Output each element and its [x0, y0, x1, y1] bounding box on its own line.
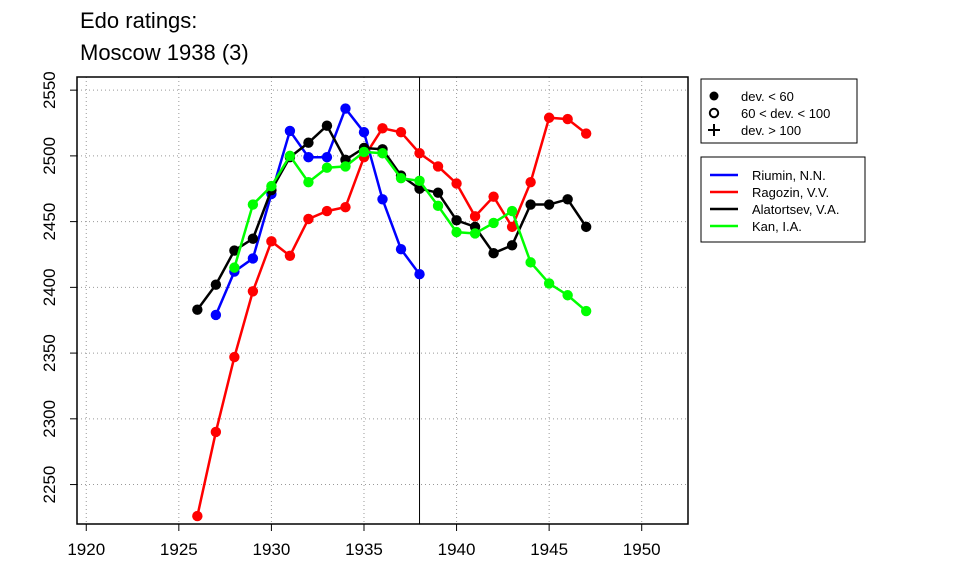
data-point	[451, 215, 462, 226]
data-point	[395, 127, 407, 138]
data-point	[506, 221, 518, 233]
data-point	[303, 213, 314, 225]
data-point	[303, 137, 314, 148]
data-point	[525, 199, 536, 210]
x-tick-label: 1945	[530, 540, 568, 559]
y-tick-label: 2250	[40, 466, 59, 504]
data-point	[340, 201, 351, 213]
y-tick-label: 2400	[40, 268, 59, 306]
series-legend-label: Kan, I.A.	[752, 219, 802, 234]
data-point	[377, 194, 388, 205]
data-point	[266, 236, 277, 247]
data-point	[247, 253, 259, 264]
x-tick-label: 1940	[438, 540, 476, 559]
plot-frame	[76, 76, 689, 525]
y-tick-label: 2500	[40, 137, 59, 175]
data-point	[395, 173, 407, 184]
marker-legend-label: 60 < dev. < 100	[741, 106, 830, 121]
data-point	[321, 162, 333, 173]
data-point	[358, 127, 370, 138]
data-point	[543, 278, 555, 289]
data-point	[543, 112, 555, 123]
data-point	[580, 221, 592, 233]
data-point	[210, 426, 222, 438]
data-point	[247, 233, 259, 244]
data-point	[284, 150, 296, 162]
data-point	[210, 279, 222, 290]
data-point	[432, 161, 444, 172]
data-point	[414, 148, 425, 159]
data-point	[266, 180, 277, 192]
data-point	[395, 244, 407, 255]
data-point	[247, 286, 259, 297]
data-point	[321, 205, 333, 217]
data-point	[229, 351, 240, 363]
data-point	[192, 510, 203, 522]
data-point	[506, 240, 518, 251]
data-point	[469, 228, 481, 239]
data-point	[358, 146, 370, 158]
data-point	[525, 257, 536, 268]
data-point	[562, 194, 573, 205]
series-line	[214, 106, 421, 316]
chart-title-line1: Edo ratings:	[80, 8, 198, 33]
data-point	[432, 200, 444, 212]
data-point	[580, 305, 592, 317]
data-point	[432, 187, 444, 198]
data-point	[451, 226, 462, 238]
data-point	[340, 103, 351, 114]
series-legend-label: Ragozin, V.V.	[752, 185, 829, 200]
chart-title-line2: Moscow 1938 (3)	[80, 40, 249, 65]
data-point	[229, 262, 240, 273]
data-point	[562, 290, 573, 301]
data-point	[210, 309, 222, 321]
data-point	[377, 123, 388, 134]
data-point	[340, 161, 351, 172]
y-tick-label: 2350	[40, 334, 59, 372]
data-point	[488, 217, 499, 229]
data-point	[451, 178, 462, 189]
data-point	[192, 304, 203, 315]
marker-legend-label: dev. < 60	[741, 89, 794, 104]
marker-legend-label: dev. > 100	[741, 123, 801, 138]
data-point	[414, 269, 425, 280]
data-point	[580, 128, 592, 139]
legend-open-circle-icon	[708, 107, 720, 119]
data-point	[284, 125, 296, 137]
data-point	[303, 176, 314, 188]
series-legend-label: Riumin, N.N.	[752, 168, 826, 183]
y-tick-label: 2550	[40, 71, 59, 109]
data-point	[562, 113, 573, 125]
x-tick-label: 1930	[252, 540, 290, 559]
data-point	[321, 151, 333, 163]
data-point	[377, 148, 388, 159]
marker-legend-box	[700, 78, 858, 144]
x-tick-label: 1935	[345, 540, 383, 559]
series-line	[196, 123, 588, 311]
data-point	[414, 175, 425, 187]
data-point	[488, 247, 499, 259]
data-point	[506, 205, 518, 217]
series-line	[233, 150, 587, 312]
data-point	[543, 199, 555, 210]
series-legend-box	[700, 156, 866, 243]
data-point	[488, 191, 499, 202]
data-point	[303, 151, 314, 163]
data-point	[229, 245, 240, 256]
y-tick-label: 2300	[40, 400, 59, 438]
data-point	[284, 250, 296, 261]
x-tick-label: 1920	[67, 540, 105, 559]
data-point	[525, 176, 536, 188]
series-line	[196, 116, 587, 517]
legend-filled-circle-icon	[709, 91, 719, 101]
data-point	[469, 211, 481, 222]
x-tick-label: 1925	[160, 540, 198, 559]
y-tick-label: 2450	[40, 203, 59, 241]
x-tick-label: 1950	[623, 540, 661, 559]
data-point	[321, 120, 333, 131]
data-point	[247, 199, 259, 210]
series-legend-label: Alatortsev, V.A.	[752, 202, 839, 217]
